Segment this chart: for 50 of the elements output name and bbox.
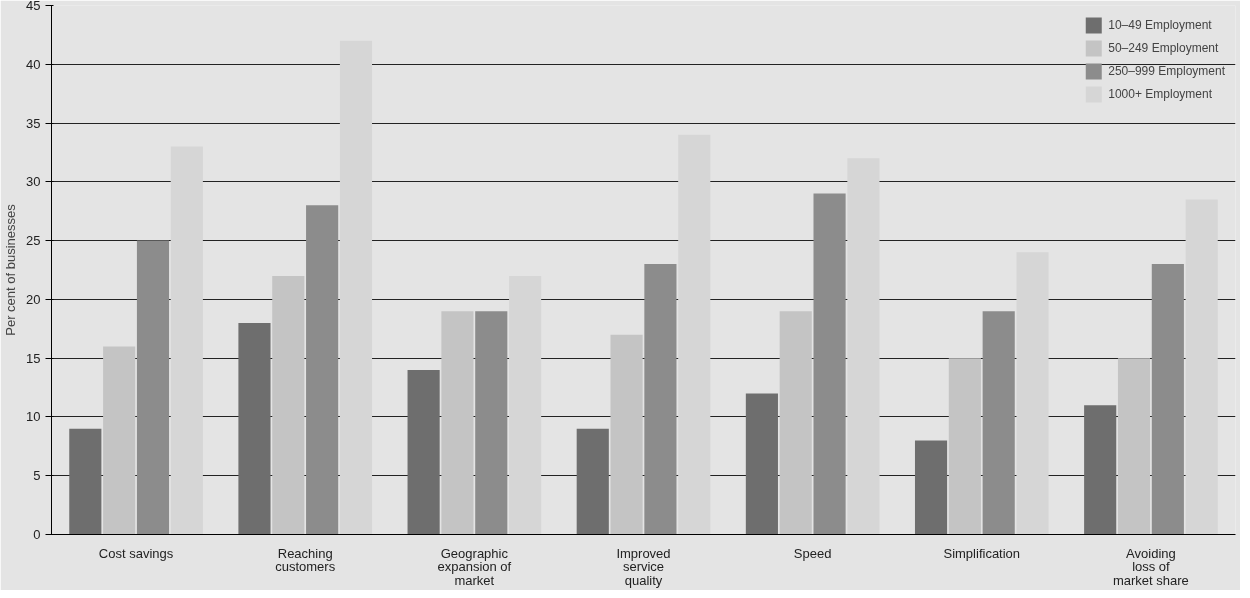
bar bbox=[644, 264, 677, 535]
bar bbox=[170, 146, 203, 535]
y-tick-label: 45 bbox=[26, 0, 41, 13]
bar bbox=[1185, 199, 1218, 535]
bar bbox=[339, 40, 373, 535]
bar bbox=[306, 205, 339, 535]
legend-label: 10–49 Employment bbox=[1108, 18, 1212, 32]
x-tick-label: Reaching customers bbox=[275, 545, 336, 574]
bar bbox=[103, 346, 136, 535]
bar bbox=[1084, 405, 1117, 535]
bar bbox=[847, 158, 880, 535]
x-tick-label: Avoiding loss of market share bbox=[1113, 545, 1189, 588]
bar bbox=[272, 275, 305, 535]
y-tick-label: 30 bbox=[26, 174, 41, 190]
bar bbox=[136, 240, 170, 535]
y-tick-label: 15 bbox=[26, 350, 41, 366]
x-tick-label: Cost savings bbox=[98, 545, 174, 561]
bar bbox=[948, 358, 981, 535]
bar bbox=[745, 393, 778, 535]
x-tick-label: Improved service quality bbox=[616, 545, 671, 588]
bar bbox=[441, 311, 474, 535]
bar bbox=[407, 369, 440, 535]
y-tick-label: 35 bbox=[26, 115, 41, 131]
y-tick-label: 40 bbox=[26, 56, 41, 72]
y-tick-label: 20 bbox=[26, 291, 41, 307]
bar bbox=[238, 322, 271, 535]
bar bbox=[576, 428, 609, 535]
bar bbox=[914, 440, 948, 535]
bar bbox=[1016, 252, 1049, 535]
y-tick-label: 25 bbox=[26, 233, 41, 249]
bar bbox=[1117, 358, 1151, 535]
bar bbox=[1151, 264, 1184, 535]
y-axis-title: Per cent of businesses bbox=[3, 203, 19, 336]
bar bbox=[610, 334, 643, 535]
y-tick-label: 0 bbox=[33, 527, 41, 542]
legend-label: 250–999 Employment bbox=[1108, 64, 1225, 78]
bar bbox=[678, 134, 711, 535]
x-tick-label: Speed bbox=[793, 545, 832, 561]
x-tick-label: Geographic expansion of market bbox=[437, 545, 512, 588]
bar bbox=[982, 311, 1015, 535]
bar bbox=[69, 428, 102, 535]
x-tick-label: Simplification bbox=[943, 545, 1021, 561]
legend-label: 50–249 Employment bbox=[1108, 41, 1219, 55]
bar bbox=[475, 311, 508, 535]
bar bbox=[509, 275, 542, 535]
bar bbox=[779, 311, 812, 535]
bar bbox=[813, 193, 846, 535]
y-tick-label: 10 bbox=[26, 409, 41, 425]
y-tick-label: 5 bbox=[33, 468, 41, 484]
legend-label: 1000+ Employment bbox=[1108, 87, 1212, 101]
